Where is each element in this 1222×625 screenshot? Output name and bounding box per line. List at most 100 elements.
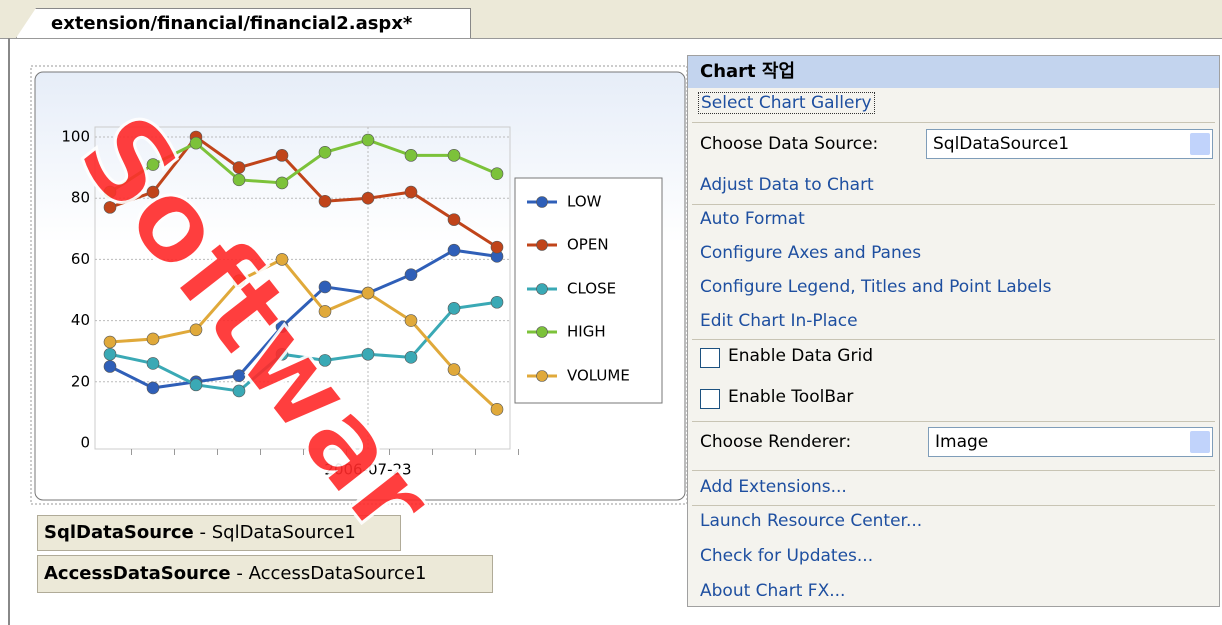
legend-marker bbox=[536, 196, 548, 208]
y-tick-label: 20 bbox=[71, 372, 90, 390]
point bbox=[447, 243, 461, 257]
point bbox=[232, 384, 246, 398]
legend-label: OPEN bbox=[567, 236, 609, 254]
legend-marker bbox=[536, 326, 548, 338]
y-tick-label: 60 bbox=[71, 250, 90, 268]
separator bbox=[692, 204, 1215, 205]
link[interactable]: Configure Legend, Titles and Point Label… bbox=[700, 277, 1052, 297]
point bbox=[447, 213, 461, 226]
point bbox=[146, 381, 160, 395]
series-line bbox=[109, 134, 498, 249]
left-border bbox=[8, 38, 10, 625]
link[interactable]: Edit Chart In-Place bbox=[700, 311, 858, 331]
point bbox=[404, 314, 418, 327]
point bbox=[361, 191, 375, 205]
point bbox=[404, 149, 418, 162]
point bbox=[318, 280, 332, 294]
point bbox=[146, 332, 160, 346]
plot-area bbox=[94, 126, 511, 450]
panel-title: Chart 작업 bbox=[688, 56, 1219, 88]
point bbox=[361, 133, 375, 147]
checkbox[interactable] bbox=[700, 348, 720, 368]
link[interactable]: Check for Updates... bbox=[700, 546, 874, 566]
point bbox=[490, 295, 504, 309]
point bbox=[318, 194, 332, 208]
point bbox=[275, 253, 289, 266]
point bbox=[103, 347, 117, 361]
x-tick-label: 2006-07-23 bbox=[324, 461, 411, 479]
point bbox=[490, 167, 504, 181]
legend-label: VOLUME bbox=[567, 367, 630, 385]
selection-border bbox=[30, 65, 688, 505]
legend-marker bbox=[536, 239, 548, 251]
point bbox=[404, 351, 418, 364]
y-tick-label: 100 bbox=[61, 128, 90, 146]
y-tick-label: 0 bbox=[80, 434, 90, 452]
point bbox=[318, 305, 332, 318]
ds-detail: - AccessDataSource1 bbox=[236, 563, 427, 584]
chart: 0 20 40 60 80 100 2006-07-23 LOW OPEN CLOSE HIGH VO… bbox=[30, 65, 688, 505]
point bbox=[275, 149, 289, 162]
separator bbox=[692, 421, 1215, 422]
separator bbox=[692, 470, 1215, 471]
label: Choose Renderer: bbox=[700, 432, 852, 452]
tasks-panel: Chart 작업 Select Chart Gallery Choose Dat… bbox=[687, 55, 1220, 607]
point bbox=[447, 149, 461, 162]
link[interactable]: Launch Resource Center... bbox=[700, 511, 923, 531]
separator bbox=[692, 339, 1215, 340]
point bbox=[189, 378, 203, 392]
link[interactable]: Adjust Data to Chart bbox=[700, 175, 874, 195]
link[interactable]: Auto Format bbox=[700, 209, 805, 229]
point bbox=[275, 347, 289, 361]
link[interactable]: About Chart FX... bbox=[700, 581, 846, 601]
separator bbox=[692, 122, 1215, 123]
legend-label: HIGH bbox=[567, 323, 606, 341]
ds-name: AccessDataSource bbox=[44, 563, 231, 584]
ds-name: SqlDataSource bbox=[44, 522, 194, 543]
point bbox=[404, 268, 418, 282]
legend-marker bbox=[536, 370, 548, 382]
y-tick-label: 40 bbox=[71, 311, 90, 329]
point bbox=[361, 347, 375, 361]
checkbox[interactable] bbox=[700, 389, 720, 409]
point bbox=[146, 185, 160, 199]
legend-label: CLOSE bbox=[567, 280, 616, 298]
point bbox=[103, 185, 117, 199]
label: Enable Data Grid bbox=[728, 346, 873, 366]
sql-data-source[interactable]: SqlDataSource - SqlDataSource1 bbox=[37, 515, 401, 551]
series-line bbox=[109, 257, 499, 411]
series-line bbox=[109, 300, 498, 393]
link[interactable]: Select Chart Gallery bbox=[698, 92, 875, 114]
point bbox=[447, 363, 461, 376]
point bbox=[103, 201, 117, 214]
point bbox=[275, 176, 289, 190]
point bbox=[146, 357, 160, 370]
point bbox=[189, 136, 203, 150]
point bbox=[447, 302, 461, 315]
point bbox=[404, 185, 418, 199]
link[interactable]: Add Extensions... bbox=[700, 477, 847, 497]
point bbox=[490, 403, 504, 416]
legend-marker bbox=[536, 283, 548, 295]
label: Enable ToolBar bbox=[728, 387, 854, 407]
point bbox=[232, 369, 246, 382]
select[interactable]: Image bbox=[928, 427, 1213, 457]
select[interactable]: SqlDataSource1 bbox=[926, 129, 1213, 159]
point bbox=[146, 158, 160, 171]
document-tab[interactable]: extension/financial/financial2.aspx* bbox=[16, 8, 471, 38]
point bbox=[103, 360, 117, 373]
series-line bbox=[109, 248, 498, 390]
separator bbox=[692, 505, 1215, 506]
point bbox=[275, 320, 289, 334]
point bbox=[189, 323, 203, 337]
point bbox=[318, 354, 332, 367]
link[interactable]: Configure Axes and Panes bbox=[700, 243, 922, 263]
series-line bbox=[109, 138, 498, 194]
access-data-source[interactable]: AccessDataSource - AccessDataSource1 bbox=[37, 555, 493, 593]
legend-label: LOW bbox=[567, 193, 602, 211]
point bbox=[232, 161, 246, 174]
point bbox=[103, 335, 117, 349]
point bbox=[318, 146, 332, 159]
label: Choose Data Source: bbox=[700, 134, 879, 154]
